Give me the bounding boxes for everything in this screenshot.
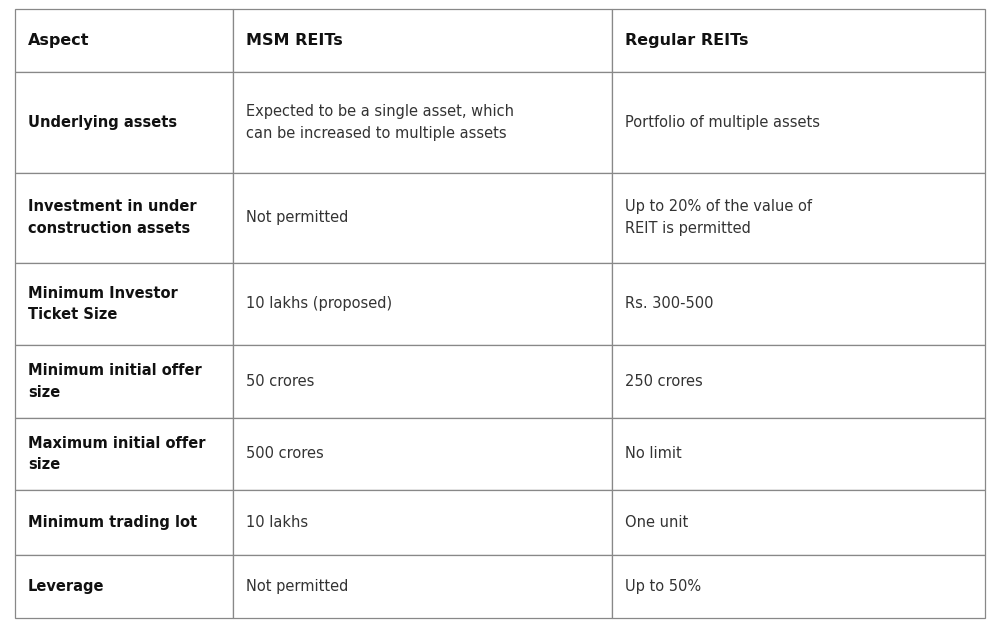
Text: 10 lakhs (proposed): 10 lakhs (proposed): [246, 297, 392, 312]
Text: Aspect: Aspect: [28, 33, 90, 48]
Text: One unit: One unit: [625, 515, 688, 530]
Bar: [15, 345, 233, 418]
Bar: [233, 263, 612, 345]
Bar: [612, 418, 985, 490]
Bar: [233, 555, 612, 618]
Text: Rs. 300-500: Rs. 300-500: [625, 297, 713, 312]
Text: Regular REITs: Regular REITs: [625, 33, 748, 48]
Text: Up to 20% of the value of
REIT is permitted: Up to 20% of the value of REIT is permit…: [625, 199, 812, 236]
Bar: [15, 172, 233, 263]
Bar: [612, 72, 985, 172]
Bar: [233, 9, 612, 72]
Text: 10 lakhs: 10 lakhs: [246, 515, 308, 530]
Text: Minimum initial offer
size: Minimum initial offer size: [28, 363, 202, 400]
Bar: [15, 263, 233, 345]
Bar: [15, 555, 233, 618]
Bar: [233, 418, 612, 490]
Bar: [612, 9, 985, 72]
Bar: [233, 345, 612, 418]
Text: Maximum initial offer
size: Maximum initial offer size: [28, 436, 206, 472]
Text: Not permitted: Not permitted: [246, 210, 349, 225]
Bar: [15, 9, 233, 72]
Text: 250 crores: 250 crores: [625, 374, 702, 389]
Text: No limit: No limit: [625, 446, 681, 461]
Text: Up to 50%: Up to 50%: [625, 579, 701, 594]
Text: Underlying assets: Underlying assets: [28, 115, 177, 130]
Text: Expected to be a single asset, which
can be increased to multiple assets: Expected to be a single asset, which can…: [246, 104, 514, 140]
Bar: [233, 72, 612, 172]
Bar: [15, 72, 233, 172]
Bar: [233, 490, 612, 555]
Bar: [15, 418, 233, 490]
Text: Leverage: Leverage: [28, 579, 104, 594]
Bar: [612, 555, 985, 618]
Text: Minimum trading lot: Minimum trading lot: [28, 515, 197, 530]
Text: Investment in under
construction assets: Investment in under construction assets: [28, 199, 197, 236]
Bar: [612, 172, 985, 263]
Bar: [233, 172, 612, 263]
Text: 50 crores: 50 crores: [246, 374, 315, 389]
Bar: [612, 263, 985, 345]
Bar: [612, 345, 985, 418]
Text: Not permitted: Not permitted: [246, 579, 349, 594]
Text: Portfolio of multiple assets: Portfolio of multiple assets: [625, 115, 820, 130]
Text: Minimum Investor
Ticket Size: Minimum Investor Ticket Size: [28, 286, 178, 322]
Bar: [15, 490, 233, 555]
Text: MSM REITs: MSM REITs: [246, 33, 343, 48]
Text: 500 crores: 500 crores: [246, 446, 324, 461]
Bar: [612, 490, 985, 555]
